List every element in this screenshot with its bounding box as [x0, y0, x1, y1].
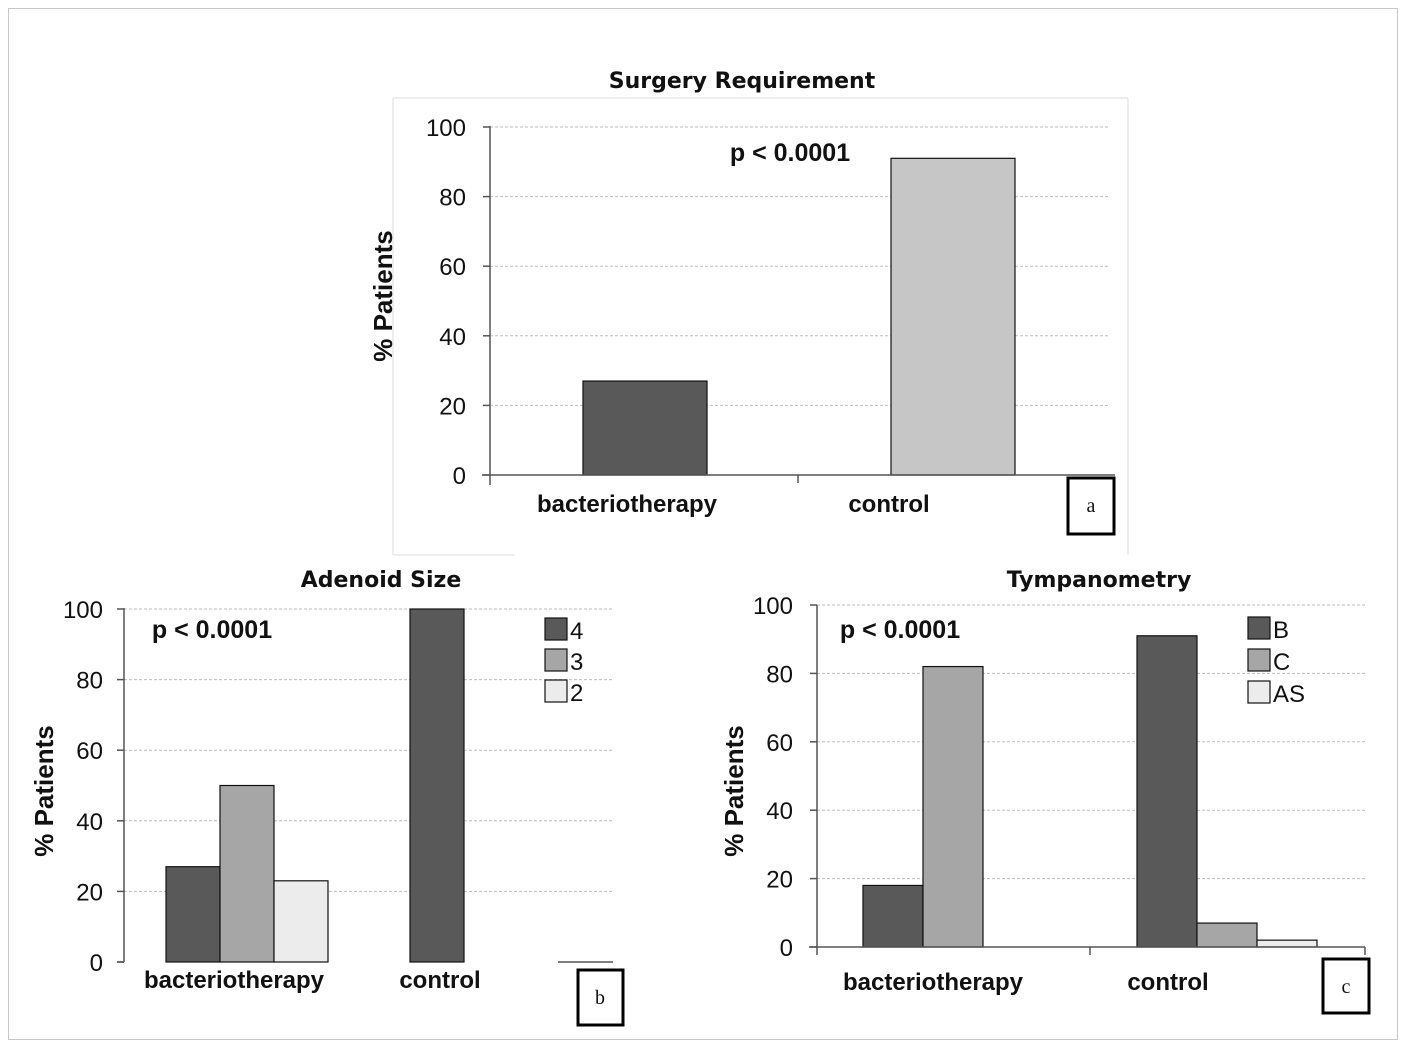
y-tick-label: 40	[439, 324, 466, 351]
bar-control	[890, 157, 1016, 476]
bar-C-bacteriotherapy	[922, 665, 984, 948]
chart-b-y-label: % Patients	[29, 725, 59, 857]
chart-c-p-value: p < 0.0001	[840, 616, 960, 644]
chart-c-gridlines	[817, 604, 1365, 880]
y-tick-label: 80	[766, 661, 793, 688]
y-tick-label: 80	[76, 668, 103, 695]
y-tick-label: 40	[766, 798, 793, 825]
bar-bacteriotherapy	[582, 380, 708, 476]
legend-swatch	[1247, 680, 1271, 704]
y-tick-label: 100	[426, 115, 466, 142]
y-tick-label: 100	[753, 593, 793, 620]
y-tick-label: 60	[439, 254, 466, 281]
chart-c-y-label: % Patients	[719, 725, 749, 857]
legend-swatch	[544, 617, 568, 641]
y-tick-label: 60	[766, 730, 793, 757]
bar-AS-control	[1256, 939, 1318, 948]
chart-c-category-label: control	[1127, 969, 1208, 996]
legend-label: B	[1273, 617, 1289, 644]
legend-swatch	[544, 679, 568, 703]
chart-b-gridlines	[124, 608, 613, 892]
bar-B-bacteriotherapy	[862, 884, 924, 948]
chart-b-category-label: control	[399, 967, 480, 994]
panel-c: Tympanometry 0 20 40 60 80 100 % Patients p <…	[719, 568, 1371, 1015]
chart-a-y-label: % Patients	[368, 230, 398, 362]
y-tick-label: 20	[766, 867, 793, 894]
panel-b-label-box	[576, 968, 625, 1027]
panel-b: Adenoid Size 0 20 40 60 80 100 % Patients p <…	[29, 568, 625, 1027]
legend-swatch	[1247, 648, 1271, 672]
chart-c-legend: BC AS	[1247, 616, 1305, 708]
legend-swatch	[1247, 616, 1271, 640]
panel-a: Surgery Requirement 0 20 40 60 80 100 % Patie…	[368, 69, 1129, 556]
y-tick-label: 40	[76, 809, 103, 836]
bar-C-control	[1196, 922, 1258, 948]
chart-a-title: Surgery Requirement	[609, 69, 876, 94]
y-tick-label: 80	[439, 185, 466, 212]
bar-4-bacteriotherapy	[165, 866, 221, 963]
legend-label: C	[1273, 649, 1290, 676]
chart-a-y-ticks: 0 20 40 60 80 100	[426, 115, 490, 490]
y-tick-label: 60	[76, 738, 103, 765]
chart-a-bars	[582, 157, 1016, 476]
bar-B-control	[1136, 635, 1198, 948]
panel-a-label-box	[1066, 476, 1116, 536]
chart-b-bars	[165, 608, 465, 963]
panel-b-label: b	[595, 987, 605, 1009]
y-tick-label: 20	[439, 393, 466, 420]
chart-c-y-ticks: 0 20 40 60 80 100	[753, 593, 817, 962]
y-tick-label: 20	[76, 879, 103, 906]
chart-a-p-value: p < 0.0001	[730, 139, 850, 167]
legend-label: 2	[570, 680, 583, 707]
legend-label: 3	[570, 649, 583, 676]
y-tick-label: 0	[780, 935, 793, 962]
chart-c-bars	[862, 635, 1318, 948]
panel-a-label: a	[1087, 495, 1096, 517]
y-tick-label: 0	[90, 950, 103, 977]
chart-b-title: Adenoid Size	[301, 568, 462, 593]
chart-b-legend: 4 3 2	[544, 617, 583, 707]
panel-c-label-box	[1321, 957, 1371, 1015]
legend-label: 4	[570, 618, 583, 645]
chart-c-category-label: bacteriotherapy	[843, 969, 1024, 996]
chart-b-category-label: bacteriotherapy	[144, 967, 325, 994]
chart-c-title: Tympanometry	[1007, 568, 1192, 593]
chart-b-p-value: p < 0.0001	[152, 616, 272, 644]
bar-3-bacteriotherapy	[219, 784, 275, 963]
y-tick-label: 100	[63, 597, 103, 624]
chart-a-category-label: control	[848, 491, 929, 518]
legend-swatch	[544, 648, 568, 672]
panel-c-label: c	[1342, 976, 1351, 998]
bar-2-bacteriotherapy	[273, 880, 329, 963]
y-tick-label: 0	[453, 463, 466, 490]
legend-label: AS	[1273, 681, 1305, 708]
chart-b-y-ticks: 0 20 40 60 80 100	[63, 597, 124, 977]
chart-a-category-label: bacteriotherapy	[537, 491, 718, 518]
bar-4-control	[409, 608, 465, 963]
